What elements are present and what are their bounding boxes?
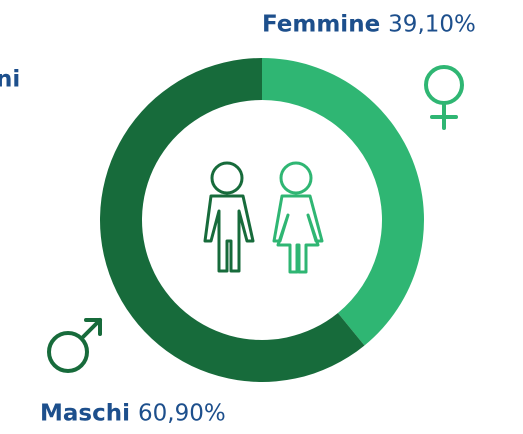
male-symbol bbox=[47, 318, 102, 373]
slice bbox=[99, 58, 365, 382]
chart-title: ni bbox=[0, 67, 20, 93]
slice bbox=[262, 58, 424, 346]
value-label: 39,10% bbox=[388, 12, 476, 38]
value-label: 60,90% bbox=[138, 401, 226, 427]
legend-label: Maschi bbox=[40, 401, 130, 427]
donut bbox=[99, 58, 424, 382]
boy-icon bbox=[203, 161, 255, 273]
legend-label: Femmine bbox=[262, 12, 380, 38]
girl-icon bbox=[272, 161, 324, 274]
female-symbol bbox=[424, 65, 464, 130]
